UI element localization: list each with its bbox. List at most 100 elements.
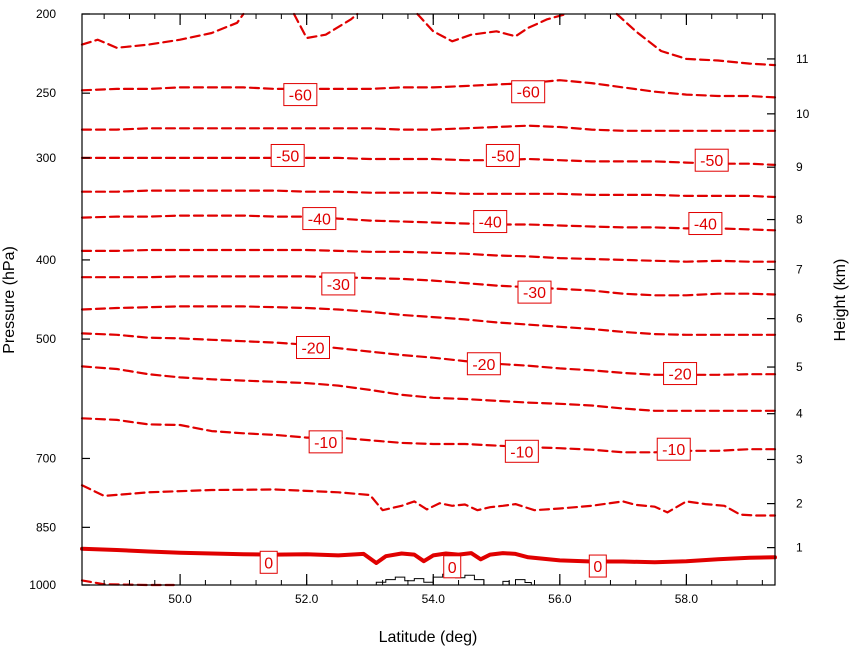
contour-line-13 — [80, 79, 777, 99]
x-tick-label: 54.0 — [422, 592, 446, 606]
contour-label-box — [308, 430, 343, 454]
contour-lines — [80, 12, 777, 587]
contour-label-text: -40 — [308, 212, 331, 229]
contour-label-text: -20 — [472, 357, 495, 374]
contour-line-16 — [416, 12, 568, 43]
contour-label-box — [588, 554, 607, 578]
y2-tick-label: 10 — [796, 107, 810, 121]
contour-label-8: -30 — [321, 272, 356, 296]
contour-line-3 — [80, 417, 777, 454]
x-tick-label: 58.0 — [675, 592, 699, 606]
y2-tick-label: 5 — [796, 360, 803, 374]
contour-line-6 — [80, 305, 777, 336]
y-axis-left: 200 250 300 400 500 700 850 1000 — [29, 7, 90, 592]
contour-label-text: 0 — [593, 559, 602, 576]
contour-label-box — [504, 439, 539, 463]
contour-label-1: -60 — [511, 80, 546, 104]
contour-label-9: -30 — [517, 280, 552, 304]
y2-tick-label: 8 — [796, 213, 803, 227]
y-axis-title: Pressure (hPa) — [1, 246, 18, 354]
contour-label-text: -60 — [289, 88, 312, 105]
contour-label-text: -50 — [491, 148, 514, 165]
y-tick-label: 250 — [36, 86, 56, 100]
y2-tick-label: 6 — [796, 312, 803, 326]
contour-label-text: -10 — [510, 444, 533, 461]
contour-label-4: -50 — [694, 148, 729, 172]
contour-label-12: -20 — [663, 362, 698, 386]
contour-line-17 — [615, 12, 777, 67]
contour-label-text: -50 — [700, 153, 723, 170]
y2-tick-label: 4 — [796, 407, 803, 421]
contour-label-13: -10 — [308, 430, 343, 454]
y2-tick-label: 11 — [796, 52, 809, 66]
contour-label-7: -40 — [688, 212, 723, 236]
x-axis: 50.0 52.0 54.0 56.0 58.0 — [103, 14, 763, 606]
contour-label-box — [473, 210, 508, 234]
contour-label-text: -30 — [523, 285, 546, 302]
contour-label-box — [296, 335, 330, 359]
contour-label-box — [466, 352, 501, 376]
contour-line-11 — [80, 156, 777, 166]
contour-label-10: -20 — [296, 335, 330, 359]
contour-label-box — [270, 143, 305, 167]
y2-tick-label: 2 — [796, 497, 803, 511]
contour-label-text: -50 — [276, 148, 299, 165]
x-axis-title: Latitude (deg) — [379, 629, 478, 646]
contour-line-5 — [80, 332, 777, 376]
y-tick-label: 500 — [36, 332, 56, 346]
contour-label-text: -20 — [301, 340, 324, 357]
x-tick-label: 56.0 — [548, 592, 572, 606]
contour-line-12 — [80, 124, 777, 132]
contour-label-text: -20 — [669, 367, 692, 384]
contour-line-10 — [80, 189, 777, 199]
plot-frame — [81, 13, 776, 586]
contour-label-box — [694, 148, 729, 172]
contour-label-box — [443, 555, 462, 579]
contour-label-text: -60 — [517, 85, 540, 102]
y-tick-label: 850 — [36, 520, 56, 534]
y-tick-label: 400 — [36, 253, 56, 267]
y2-tick-label: 3 — [796, 452, 803, 466]
contour-line-7 — [80, 275, 777, 297]
y-tick-label: 700 — [36, 451, 56, 465]
contour-label-box — [485, 143, 520, 167]
contour-line-0 — [80, 546, 777, 565]
y-tick-label: 300 — [36, 151, 56, 165]
contour-label-text: -30 — [327, 277, 350, 294]
contour-label-box — [259, 550, 278, 574]
contour-line-4 — [80, 365, 777, 412]
contour-label-16: 0 — [259, 550, 278, 574]
contour-label-text: -10 — [662, 442, 685, 459]
contour-line-2 — [80, 484, 777, 517]
contour-label-box — [283, 83, 318, 107]
y-tick-label: 1000 — [29, 578, 56, 592]
contour-line-15 — [292, 12, 359, 40]
contour-label-box — [517, 280, 552, 304]
contour-label-18: 0 — [588, 554, 607, 578]
contour-line-9 — [80, 214, 777, 232]
contour-label-text: 0 — [264, 555, 273, 572]
contour-label-box — [656, 437, 691, 461]
contour-label-box — [511, 80, 546, 104]
x-tick-label: 52.0 — [295, 592, 319, 606]
contour-label-text: 0 — [448, 560, 457, 577]
contour-label-text: -40 — [694, 217, 717, 234]
y2-axis-title: Height (km) — [832, 259, 849, 342]
contour-label-box — [688, 212, 723, 236]
contour-line-14 — [80, 12, 245, 49]
contour-label-text: -10 — [314, 435, 337, 452]
contour-label-14: -10 — [504, 439, 539, 463]
contour-label-0: -60 — [283, 83, 318, 107]
x-tick-label: 50.0 — [168, 592, 192, 606]
y-tick-label: 200 — [36, 7, 56, 21]
contour-label-box — [663, 362, 698, 386]
contour-label-5: -40 — [302, 207, 337, 231]
contour-line-8 — [80, 248, 777, 263]
y2-tick-label: 7 — [796, 263, 803, 277]
contour-label-17: 0 — [443, 555, 462, 579]
contour-label-box — [321, 272, 356, 296]
contour-label-3: -50 — [485, 143, 520, 167]
contour-label-text: -40 — [479, 215, 502, 232]
